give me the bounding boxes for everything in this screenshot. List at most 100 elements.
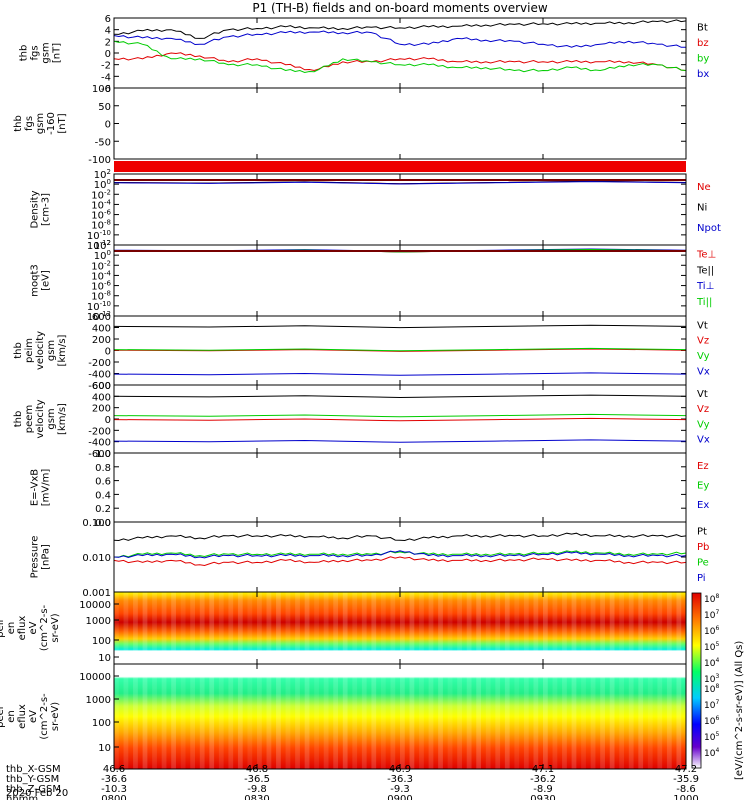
ylabel-peim: thbpeimvelocitygsm[km/s] <box>13 331 68 370</box>
legend-by: by <box>697 54 709 65</box>
ylabel-density: Density[cm-3] <box>30 190 52 228</box>
ephem-value: 0830 <box>244 794 269 800</box>
series-line-Vt <box>113 394 687 399</box>
spectrogram-texture <box>285 592 291 664</box>
series-line-Vt <box>113 324 687 329</box>
ylabel-line: [nT] <box>52 43 63 63</box>
ephem-value: -36.3 <box>387 774 413 785</box>
spectrogram-texture <box>352 592 358 664</box>
spectrogram-texture <box>333 664 339 769</box>
legend-Vx: Vx <box>697 434 710 445</box>
legend-Vt: Vt <box>697 320 708 331</box>
colorbar: [eV/(cm^2-s-sr-eV)] (All Qs) 108 107 106 10… <box>691 592 745 780</box>
spectrogram-texture <box>361 664 367 769</box>
spectrogram-texture <box>257 592 262 664</box>
legend-bz: bz <box>697 38 709 49</box>
spectrogram-texture <box>495 592 501 664</box>
ytick-label: 0.8 <box>95 463 111 474</box>
ytick-label: -50 <box>95 137 111 148</box>
panel-peir: thbpeirenefluxeV(cm^2-s-sr-eV) 10000 1000 1… <box>0 591 687 665</box>
ylabel-line: peim <box>24 338 35 363</box>
spectrogram-texture <box>142 592 148 664</box>
spectrogram-texture <box>571 592 577 664</box>
spectrogram-texture <box>209 664 215 769</box>
ylabel-line: gsm <box>41 42 52 63</box>
spectrogram-texture <box>161 664 167 769</box>
series-line-Vx <box>113 372 687 376</box>
spectrogram-texture <box>295 664 300 769</box>
spectrogram-texture <box>361 592 367 664</box>
legend-Vy: Vy <box>697 419 710 430</box>
spectrogram-texture <box>390 592 396 664</box>
ytick-label: 10 <box>98 743 111 754</box>
series-line-Pb <box>113 556 687 567</box>
spectrogram-texture <box>543 592 548 664</box>
series-line-by <box>113 40 687 74</box>
ytick-label: 600 <box>92 312 111 323</box>
ytick-label: 600 <box>92 381 111 392</box>
series-line-Pe <box>113 550 687 558</box>
spectrogram-texture <box>123 592 129 664</box>
ylabel-line: [nPa] <box>41 544 52 570</box>
spectrogram-texture <box>485 592 491 664</box>
spectrogram-texture <box>276 592 281 664</box>
spectrogram-texture <box>438 592 443 664</box>
ytick-label: 10-2 <box>91 259 111 272</box>
spectrogram-texture <box>228 664 234 769</box>
ytick-label: 1000 <box>86 616 111 627</box>
ylabel-line: thb <box>13 115 24 132</box>
ytick-label: 400 <box>92 392 111 403</box>
spectrogram-texture <box>295 592 300 664</box>
spectrogram-texture <box>133 592 138 664</box>
legend-Vx: Vx <box>697 366 710 377</box>
colorbar-tick-label: 105 <box>704 641 719 653</box>
spectrogram-texture <box>266 592 272 664</box>
spectrogram-texture <box>333 592 339 664</box>
legend-Ey: Ey <box>697 480 709 491</box>
ylabel-line: velocity <box>35 399 46 438</box>
spectrogram-texture <box>400 592 405 664</box>
spectrogram-texture <box>657 592 663 664</box>
spectrogram-texture <box>257 664 262 769</box>
legend-Ti||: Ti|| <box>696 297 712 308</box>
ylabel-line: en <box>6 710 17 723</box>
spectrogram-texture <box>495 664 501 769</box>
ephem-value: 0930 <box>530 794 555 800</box>
ytick-label: 0 <box>105 347 111 358</box>
spectrogram-peer <box>114 664 686 769</box>
ytick-label: 0.010 <box>82 553 111 564</box>
ytick-label: 102 <box>94 168 111 181</box>
spectrogram-texture <box>266 664 272 769</box>
spectrogram-texture <box>466 664 472 769</box>
spectrogram-texture <box>323 664 329 769</box>
ylabel-line: eflux <box>17 704 28 729</box>
spectrogram-texture <box>590 592 596 664</box>
spectrogram-texture <box>457 664 462 769</box>
colorbar-tick-label: 105 <box>704 731 719 743</box>
ylabel-line: [cm-3] <box>41 193 52 226</box>
ytick-label: 102 <box>94 239 111 252</box>
spectrogram-texture <box>180 592 186 664</box>
ytick-label: 10-8 <box>91 290 111 303</box>
ephemeris-table: thb_X-GSM 46.6 46.8 46.9 47.1 47.2 thb_Y-GSM -3… <box>6 764 699 804</box>
spectrogram-texture <box>438 664 443 769</box>
colorbar-label: [eV/(cm^2-s-sr-eV)] (All Qs) <box>734 641 745 780</box>
ylabel-line: (cm^2-s- <box>39 693 50 740</box>
ytick-label: 10-12 <box>87 239 111 252</box>
ytick-label: 1000 <box>86 695 111 706</box>
ytick-label: -200 <box>88 426 111 437</box>
spectrogram-texture <box>533 592 539 664</box>
series-line-Npot <box>113 181 687 185</box>
date-label: 2020 Feb 20 <box>6 788 68 799</box>
ylabel-line: gsm <box>46 340 57 361</box>
legend-Pb: Pb <box>697 542 709 553</box>
colorbar-tick-label: 104 <box>704 657 719 669</box>
ytick-label: 0.4 <box>95 490 111 501</box>
spectrogram-texture <box>523 664 529 769</box>
spectrogram-texture <box>419 592 424 664</box>
panel-frame <box>113 87 687 160</box>
spectrogram-texture <box>247 664 253 769</box>
spectrogram-texture <box>209 592 215 664</box>
spectrogram-texture <box>380 664 386 769</box>
